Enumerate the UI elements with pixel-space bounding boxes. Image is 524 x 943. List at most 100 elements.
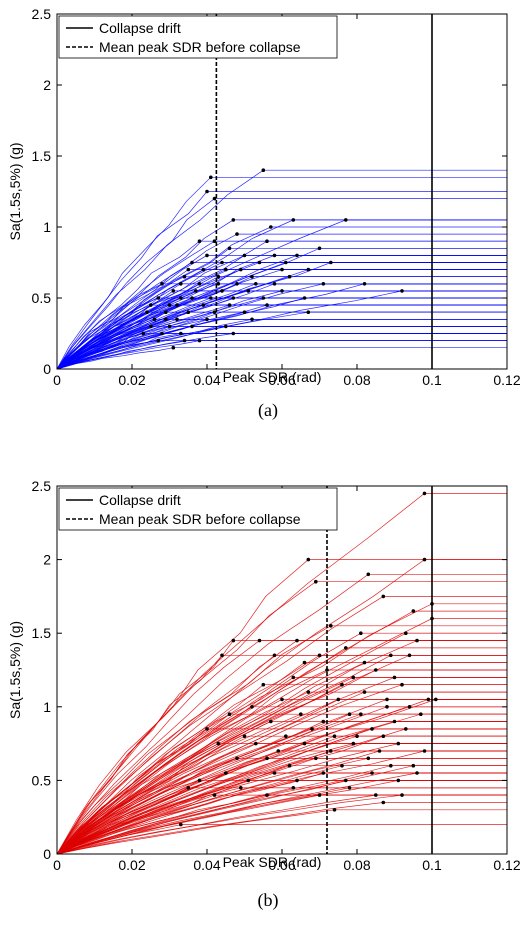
collapse-point	[404, 631, 408, 635]
collapse-point	[190, 324, 194, 329]
x-tick-label: 0.06	[268, 857, 295, 873]
collapse-point	[149, 303, 153, 307]
collapse-point	[261, 296, 266, 300]
collapse-point	[224, 324, 228, 329]
figure-caption: (b)	[258, 890, 279, 911]
collapse-point	[302, 660, 307, 665]
ida-curve	[56, 728, 507, 855]
collapse-point	[344, 218, 348, 222]
ida-curve	[56, 713, 507, 855]
collapse-point	[385, 697, 389, 702]
collapse-point	[212, 239, 217, 243]
collapse-point	[374, 668, 378, 672]
collapse-point	[291, 675, 296, 680]
ida-curve	[56, 176, 507, 370]
ida-curve	[56, 318, 507, 370]
collapse-point	[205, 189, 209, 194]
collapse-point	[205, 317, 209, 322]
ida-curve	[56, 809, 507, 855]
collapse-point	[167, 324, 172, 329]
collapse-point	[246, 778, 251, 783]
collapse-point	[269, 225, 273, 229]
collapse-point	[175, 303, 179, 307]
collapse-points	[179, 491, 438, 827]
collapse-point	[257, 638, 262, 643]
ida-curve	[56, 640, 507, 855]
ida-curve	[56, 787, 507, 855]
ida-curve	[56, 191, 507, 370]
legend-label: Mean peak SDR before collapse	[99, 39, 301, 55]
ida-curve	[56, 333, 507, 370]
collapse-point	[186, 310, 191, 315]
collapse-point	[332, 808, 337, 812]
legend-label: Collapse drift	[99, 492, 181, 508]
collapse-point	[164, 310, 168, 315]
collapse-point	[216, 741, 221, 746]
collapse-point	[231, 296, 236, 300]
ida-curve	[56, 691, 507, 855]
ida-curve	[56, 662, 507, 855]
collapse-point	[201, 303, 206, 307]
collapse-point	[194, 289, 198, 293]
collapse-point	[171, 289, 176, 293]
collapse-point	[396, 778, 401, 783]
collapse-point	[235, 282, 239, 286]
collapse-point	[212, 196, 217, 201]
collapse-point	[306, 267, 311, 272]
legend: Collapse drift Mean peak SDR before colla…	[58, 15, 338, 59]
ida-curve	[56, 573, 507, 855]
ida-curve	[56, 654, 507, 855]
ida-curve	[56, 794, 507, 855]
collapse-point	[344, 646, 348, 650]
collapse-point	[179, 282, 183, 286]
collapse-point	[306, 690, 311, 694]
collapse-point	[235, 756, 239, 761]
y-tick-label: 0	[43, 846, 51, 862]
collapse-point	[272, 282, 277, 286]
collapse-point	[250, 274, 254, 279]
collapse-point	[321, 771, 326, 775]
collapse-point	[201, 267, 206, 272]
collapse-point	[287, 763, 292, 768]
collapse-point	[141, 331, 146, 336]
ida-curve	[56, 654, 507, 855]
collapse-point	[197, 282, 202, 286]
x-tick-label: 0.02	[118, 372, 145, 388]
collapse-point	[179, 822, 183, 827]
x-tick-label: 0.02	[118, 857, 145, 873]
collapse-point	[306, 310, 311, 315]
collapse-point	[220, 260, 224, 265]
collapse-point	[389, 763, 393, 768]
collapse-point	[317, 793, 322, 797]
x-tick-label: 0.08	[343, 857, 370, 873]
collapse-point	[295, 253, 299, 258]
ida-curve	[56, 787, 507, 855]
y-tick-label: 2	[43, 552, 51, 568]
collapse-points	[141, 168, 404, 350]
collapse-point	[347, 712, 352, 716]
collapse-point	[329, 624, 333, 628]
legend: Collapse drift Mean peak SDR before colla…	[58, 487, 338, 531]
ida-curve	[56, 559, 507, 855]
collapse-point	[152, 317, 157, 322]
ida-curve	[56, 772, 507, 855]
collapse-point	[314, 579, 318, 584]
collapse-point	[422, 749, 427, 753]
collapse-point	[182, 338, 187, 343]
collapse-point	[250, 317, 254, 322]
y-tick-label: 1	[43, 699, 51, 715]
collapse-point	[216, 274, 221, 279]
ida-curve	[56, 721, 507, 855]
ida-curve	[56, 794, 507, 855]
x-axis-label: Peak SDR (rad)	[223, 369, 322, 385]
collapse-point	[145, 310, 149, 315]
collapse-point	[272, 253, 277, 258]
ida-curve	[56, 311, 507, 370]
legend-label: Mean peak SDR before collapse	[99, 511, 301, 527]
collapse-point	[224, 771, 228, 775]
y-tick-label: 0	[43, 361, 51, 377]
ida-curve	[56, 493, 507, 855]
ida-curve	[56, 743, 507, 855]
ida-curve	[56, 283, 507, 370]
collapse-point	[381, 594, 386, 599]
